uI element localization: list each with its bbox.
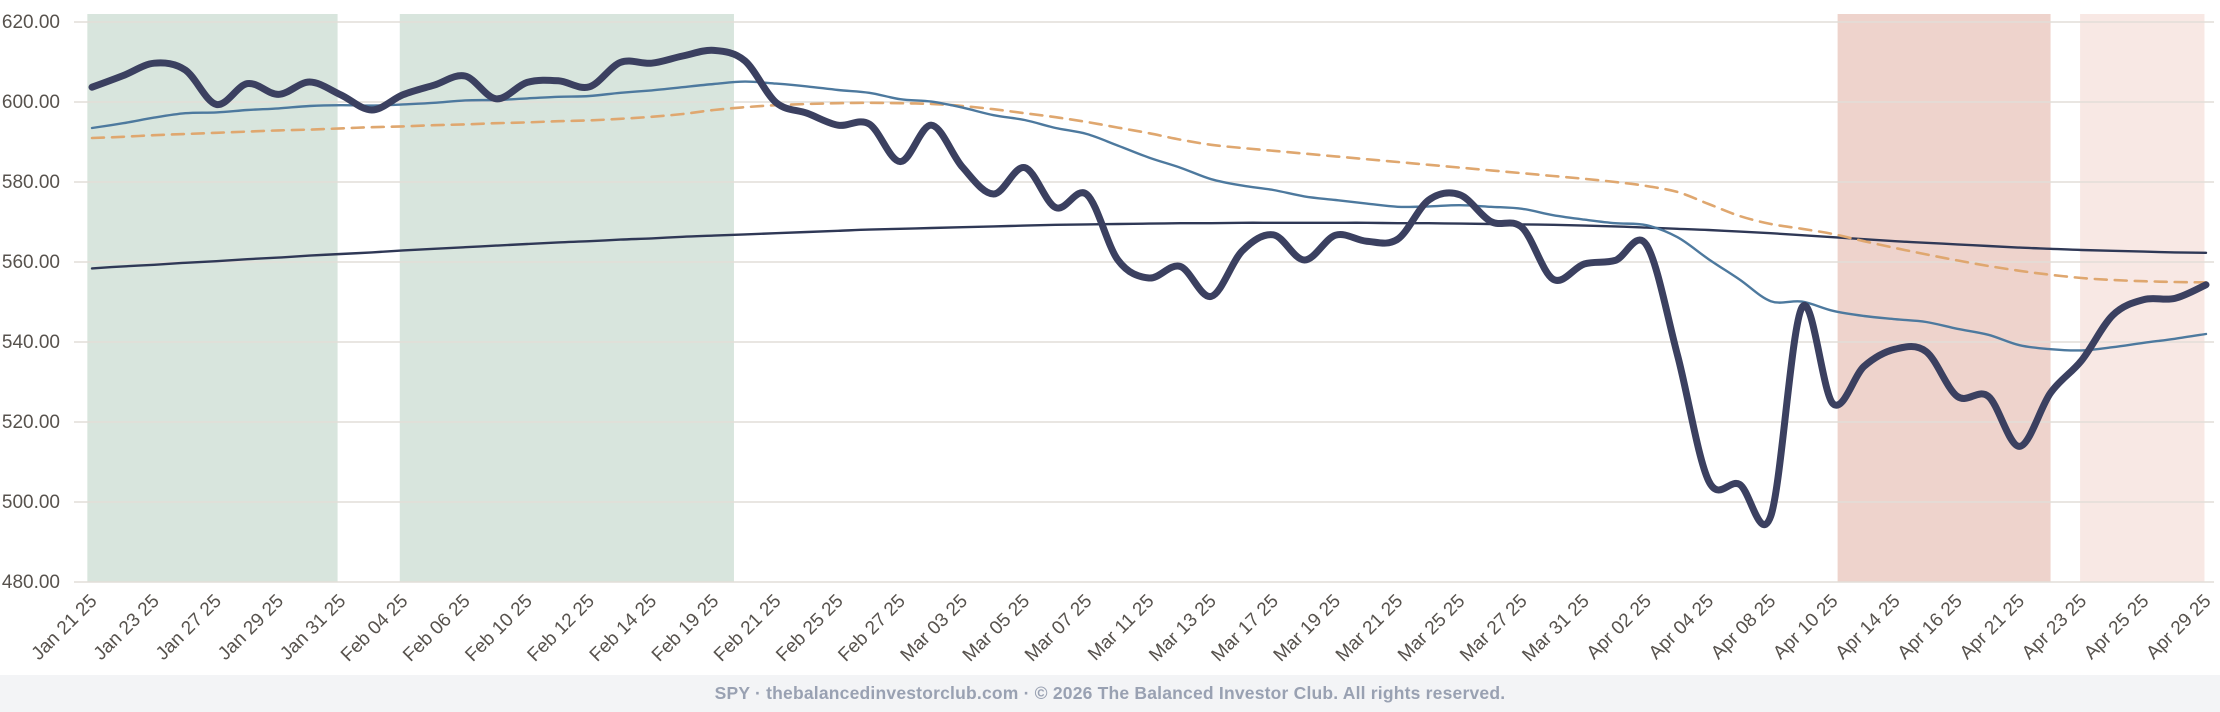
x-axis-label: Mar 13 25	[1145, 591, 1220, 666]
x-axis-label: Mar 25 25	[1394, 591, 1469, 666]
shaded-region-green-band-2	[399, 14, 734, 582]
x-axis-label: Mar 05 25	[959, 591, 1034, 666]
x-axis-label: Apr 29 25	[2142, 591, 2215, 664]
x-axis-label: Apr 10 25	[1769, 591, 1842, 664]
footer-bar: SPY · thebalancedinvestorclub.com · © 20…	[0, 675, 2220, 712]
y-axis-label: 500.00	[2, 492, 60, 513]
x-axis-label: Mar 17 25	[1208, 591, 1283, 666]
x-axis-label: Jan 29 25	[214, 591, 288, 665]
shaded-region-green-band-1	[87, 14, 338, 582]
y-axis-label: 600.00	[2, 92, 60, 113]
x-axis-label: Mar 21 25	[1332, 591, 1407, 666]
x-axis-label: Feb 27 25	[834, 591, 909, 666]
x-axis-label: Feb 14 25	[586, 591, 661, 666]
x-axis-label: Feb 06 25	[399, 591, 474, 666]
y-axis-label: 540.00	[2, 332, 60, 353]
x-axis-label: Mar 27 25	[1456, 591, 1531, 666]
x-axis-label: Apr 25 25	[2080, 591, 2153, 664]
y-axis-label: 580.00	[2, 172, 60, 193]
x-axis-label: Apr 14 25	[1832, 591, 1905, 664]
x-axis-label: Apr 02 25	[1583, 591, 1656, 664]
x-axis-label: Feb 04 25	[337, 591, 412, 666]
x-axis-label: Jan 27 25	[152, 591, 226, 665]
shaded-region-red-band	[1837, 14, 2051, 582]
x-axis-label: Feb 12 25	[524, 591, 599, 666]
x-axis-label: Apr 04 25	[1645, 591, 1718, 664]
y-axis-label: 520.00	[2, 412, 60, 433]
x-axis-label: Feb 10 25	[461, 591, 536, 666]
footer-text: SPY · thebalancedinvestorclub.com · © 20…	[714, 683, 1506, 703]
mid-ma-orange-dashed-line	[90, 101, 2208, 284]
x-axis-label: Feb 21 25	[710, 591, 785, 666]
x-axis-label: Apr 23 25	[2018, 591, 2091, 664]
x-axis-label: Apr 21 25	[1956, 591, 2029, 664]
slow-ma-dark-line	[90, 221, 2208, 270]
x-axis-label: Jan 23 25	[90, 591, 164, 665]
spy-price-line	[88, 46, 2210, 529]
x-axis-label: Feb 19 25	[648, 591, 723, 666]
y-axis-label: 620.00	[2, 12, 60, 33]
x-axis-label: Jan 21 25	[28, 591, 102, 665]
x-axis-label: Feb 25 25	[772, 591, 847, 666]
x-axis-label: Mar 03 25	[897, 591, 972, 666]
fast-ma-blue-line	[90, 80, 2208, 352]
y-axis-label: 480.00	[2, 572, 60, 593]
x-axis-label: Mar 07 25	[1021, 591, 1096, 666]
x-axis-label: Apr 08 25	[1707, 591, 1780, 664]
x-axis-label: Apr 16 25	[1894, 591, 1967, 664]
x-axis-label: Mar 19 25	[1270, 591, 1345, 666]
y-axis-label: 560.00	[2, 252, 60, 273]
x-axis-label: Mar 31 25	[1518, 591, 1593, 666]
